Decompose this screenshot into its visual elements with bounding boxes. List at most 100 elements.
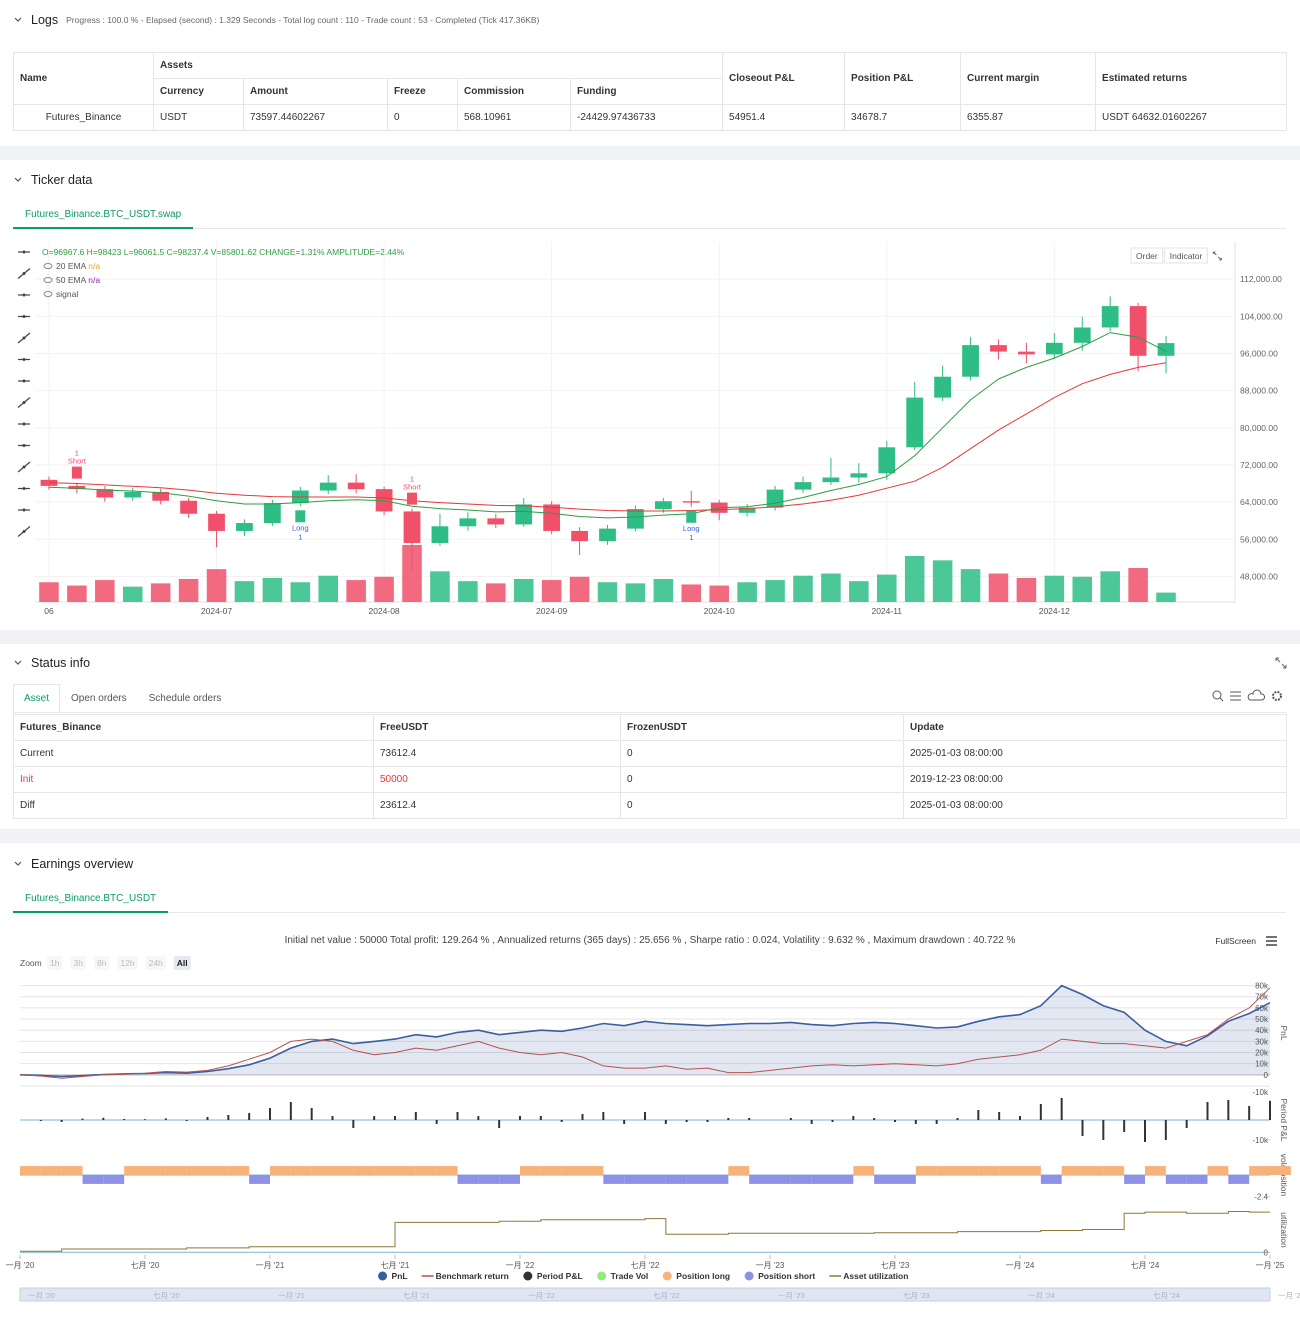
signal-label: Long bbox=[683, 524, 700, 533]
ticker-header[interactable]: Ticker data bbox=[13, 171, 92, 189]
toolbar-button[interactable]: Order bbox=[1136, 251, 1158, 261]
legend-swatch[interactable] bbox=[597, 1271, 607, 1281]
tool-icon[interactable] bbox=[22, 487, 26, 490]
signal-label: Long bbox=[292, 523, 309, 532]
table-row: Init 50000 0 2019-12-23 08:00:00 bbox=[13, 766, 1287, 793]
table-cell: 2025-01-03 08:00:00 bbox=[903, 740, 1287, 767]
tool-icon[interactable] bbox=[22, 358, 26, 361]
status-tab[interactable]: Schedule orders bbox=[148, 693, 222, 704]
button-frame[interactable] bbox=[1164, 247, 1208, 264]
legend-swatch[interactable] bbox=[744, 1271, 754, 1281]
tool-icon[interactable] bbox=[22, 293, 26, 297]
legend-label[interactable]: Position long bbox=[676, 1271, 730, 1281]
tool-icon[interactable] bbox=[22, 401, 26, 404]
legend-swatch[interactable] bbox=[378, 1271, 388, 1281]
legend-label[interactable]: Position short bbox=[758, 1271, 815, 1281]
zoom-button[interactable] bbox=[70, 956, 86, 970]
zoom-button[interactable] bbox=[93, 956, 110, 970]
legend-label[interactable]: PnL bbox=[392, 1271, 408, 1281]
collapse-icon[interactable] bbox=[13, 15, 23, 25]
visibility-icon[interactable] bbox=[43, 291, 53, 297]
visibility-icon[interactable] bbox=[43, 277, 53, 283]
earnings-header[interactable]: Earnings overview bbox=[13, 855, 133, 873]
tool-icon[interactable] bbox=[22, 530, 26, 533]
position-bar bbox=[207, 1166, 229, 1175]
collapse-icon[interactable] bbox=[13, 175, 23, 185]
status-tab[interactable]: Open orders bbox=[71, 693, 127, 704]
status-header[interactable]: Status info bbox=[13, 654, 90, 672]
legend-label[interactable]: Period P&L bbox=[537, 1271, 583, 1281]
tool-icon[interactable] bbox=[22, 250, 26, 254]
table-cell: Diff bbox=[13, 792, 374, 819]
volume-bar bbox=[625, 583, 646, 602]
table-cell: 6355.87 bbox=[960, 104, 1097, 131]
button-frame[interactable] bbox=[1130, 247, 1164, 264]
volume-bar bbox=[318, 575, 339, 602]
zoom-button-label[interactable]: All bbox=[177, 958, 188, 968]
position-bar bbox=[270, 1166, 291, 1175]
legend-label[interactable]: Trade Vol bbox=[611, 1271, 649, 1281]
volume-bar bbox=[737, 582, 757, 602]
signal-qty: 1 bbox=[75, 449, 79, 458]
volume-bar bbox=[849, 581, 869, 602]
status-tab[interactable]: Asset bbox=[13, 684, 61, 714]
y-tick-label: -2.4 bbox=[1254, 1192, 1268, 1201]
tool-icon[interactable] bbox=[22, 315, 26, 318]
legend-label[interactable]: Asset utilization bbox=[843, 1271, 908, 1281]
zoom-button-label[interactable]: 8h bbox=[97, 958, 107, 968]
position-bar bbox=[540, 1166, 562, 1175]
volume-bar bbox=[793, 575, 813, 602]
header-row: Name Assets Closeout P&L Position P&L Curren… bbox=[13, 52, 1288, 105]
position-bar bbox=[1020, 1166, 1041, 1175]
zoom-button-label[interactable]: 3h bbox=[73, 958, 83, 968]
tool-icon[interactable] bbox=[22, 272, 26, 275]
zoom-button[interactable] bbox=[145, 956, 166, 970]
candle-body bbox=[599, 528, 616, 542]
zoom-button-label[interactable]: 1h bbox=[50, 958, 60, 968]
tool-icon[interactable] bbox=[22, 422, 26, 426]
tool-icon[interactable] bbox=[22, 379, 26, 383]
zoom-button[interactable] bbox=[173, 956, 191, 970]
zoom-button[interactable] bbox=[47, 956, 63, 970]
zoom-button-label[interactable]: 12h bbox=[120, 958, 134, 968]
fullscreen-icon[interactable] bbox=[1212, 251, 1222, 261]
collapse-icon[interactable] bbox=[13, 859, 23, 869]
signal-marker bbox=[71, 466, 82, 479]
position-bar bbox=[40, 1166, 62, 1175]
ticker-tab[interactable]: Futures_Binance.BTC_USDT.swap bbox=[13, 203, 194, 229]
navigator[interactable] bbox=[19, 1287, 1271, 1302]
position-bar bbox=[61, 1166, 83, 1175]
expand-icon[interactable] bbox=[1275, 657, 1287, 669]
tool-icon[interactable] bbox=[22, 508, 26, 512]
toolbar-icons[interactable] bbox=[1210, 689, 1290, 703]
position-bar bbox=[1103, 1166, 1125, 1175]
legend-label: signal bbox=[56, 289, 78, 299]
table-cell: Init bbox=[13, 766, 374, 793]
legend-swatch[interactable] bbox=[662, 1271, 672, 1281]
toolbar-button[interactable]: Indicator bbox=[1170, 251, 1203, 261]
volume-bar bbox=[1156, 592, 1176, 602]
logs-summary: Progress : 100.0 % - Elapsed (second) : … bbox=[66, 15, 540, 25]
fullscreen-button[interactable]: FullScreen bbox=[1215, 936, 1256, 946]
position-bar bbox=[1082, 1166, 1104, 1175]
menu-icon[interactable] bbox=[1266, 936, 1277, 946]
tool-icon[interactable] bbox=[22, 336, 26, 340]
legend-label[interactable]: Benchmark return bbox=[436, 1271, 509, 1281]
zoom-button[interactable] bbox=[117, 956, 138, 970]
position-bar bbox=[1207, 1166, 1229, 1175]
volume-bar bbox=[178, 578, 199, 602]
header-row: Currency Amount Freeze Commission Funding bbox=[14, 78, 1287, 105]
volume-bar bbox=[1072, 576, 1093, 602]
y-tick-label: 64,000.00 bbox=[1240, 497, 1278, 507]
collapse-icon[interactable] bbox=[13, 658, 23, 668]
x-tick-label: 2024-10 bbox=[704, 606, 735, 616]
logs-header[interactable]: Logs Progress : 100.0 % - Elapsed (secon… bbox=[13, 11, 539, 29]
zoom-button-label[interactable]: 24h bbox=[149, 958, 163, 968]
signal-label: Short bbox=[403, 483, 422, 492]
legend-swatch[interactable] bbox=[523, 1271, 533, 1281]
visibility-icon[interactable] bbox=[43, 263, 53, 269]
earnings-tab[interactable]: Futures_Binance.BTC_USDT bbox=[13, 887, 169, 913]
tool-icon[interactable] bbox=[22, 444, 26, 447]
navigator-label: 七月 '20 bbox=[153, 1291, 180, 1300]
tool-icon[interactable] bbox=[22, 465, 26, 469]
